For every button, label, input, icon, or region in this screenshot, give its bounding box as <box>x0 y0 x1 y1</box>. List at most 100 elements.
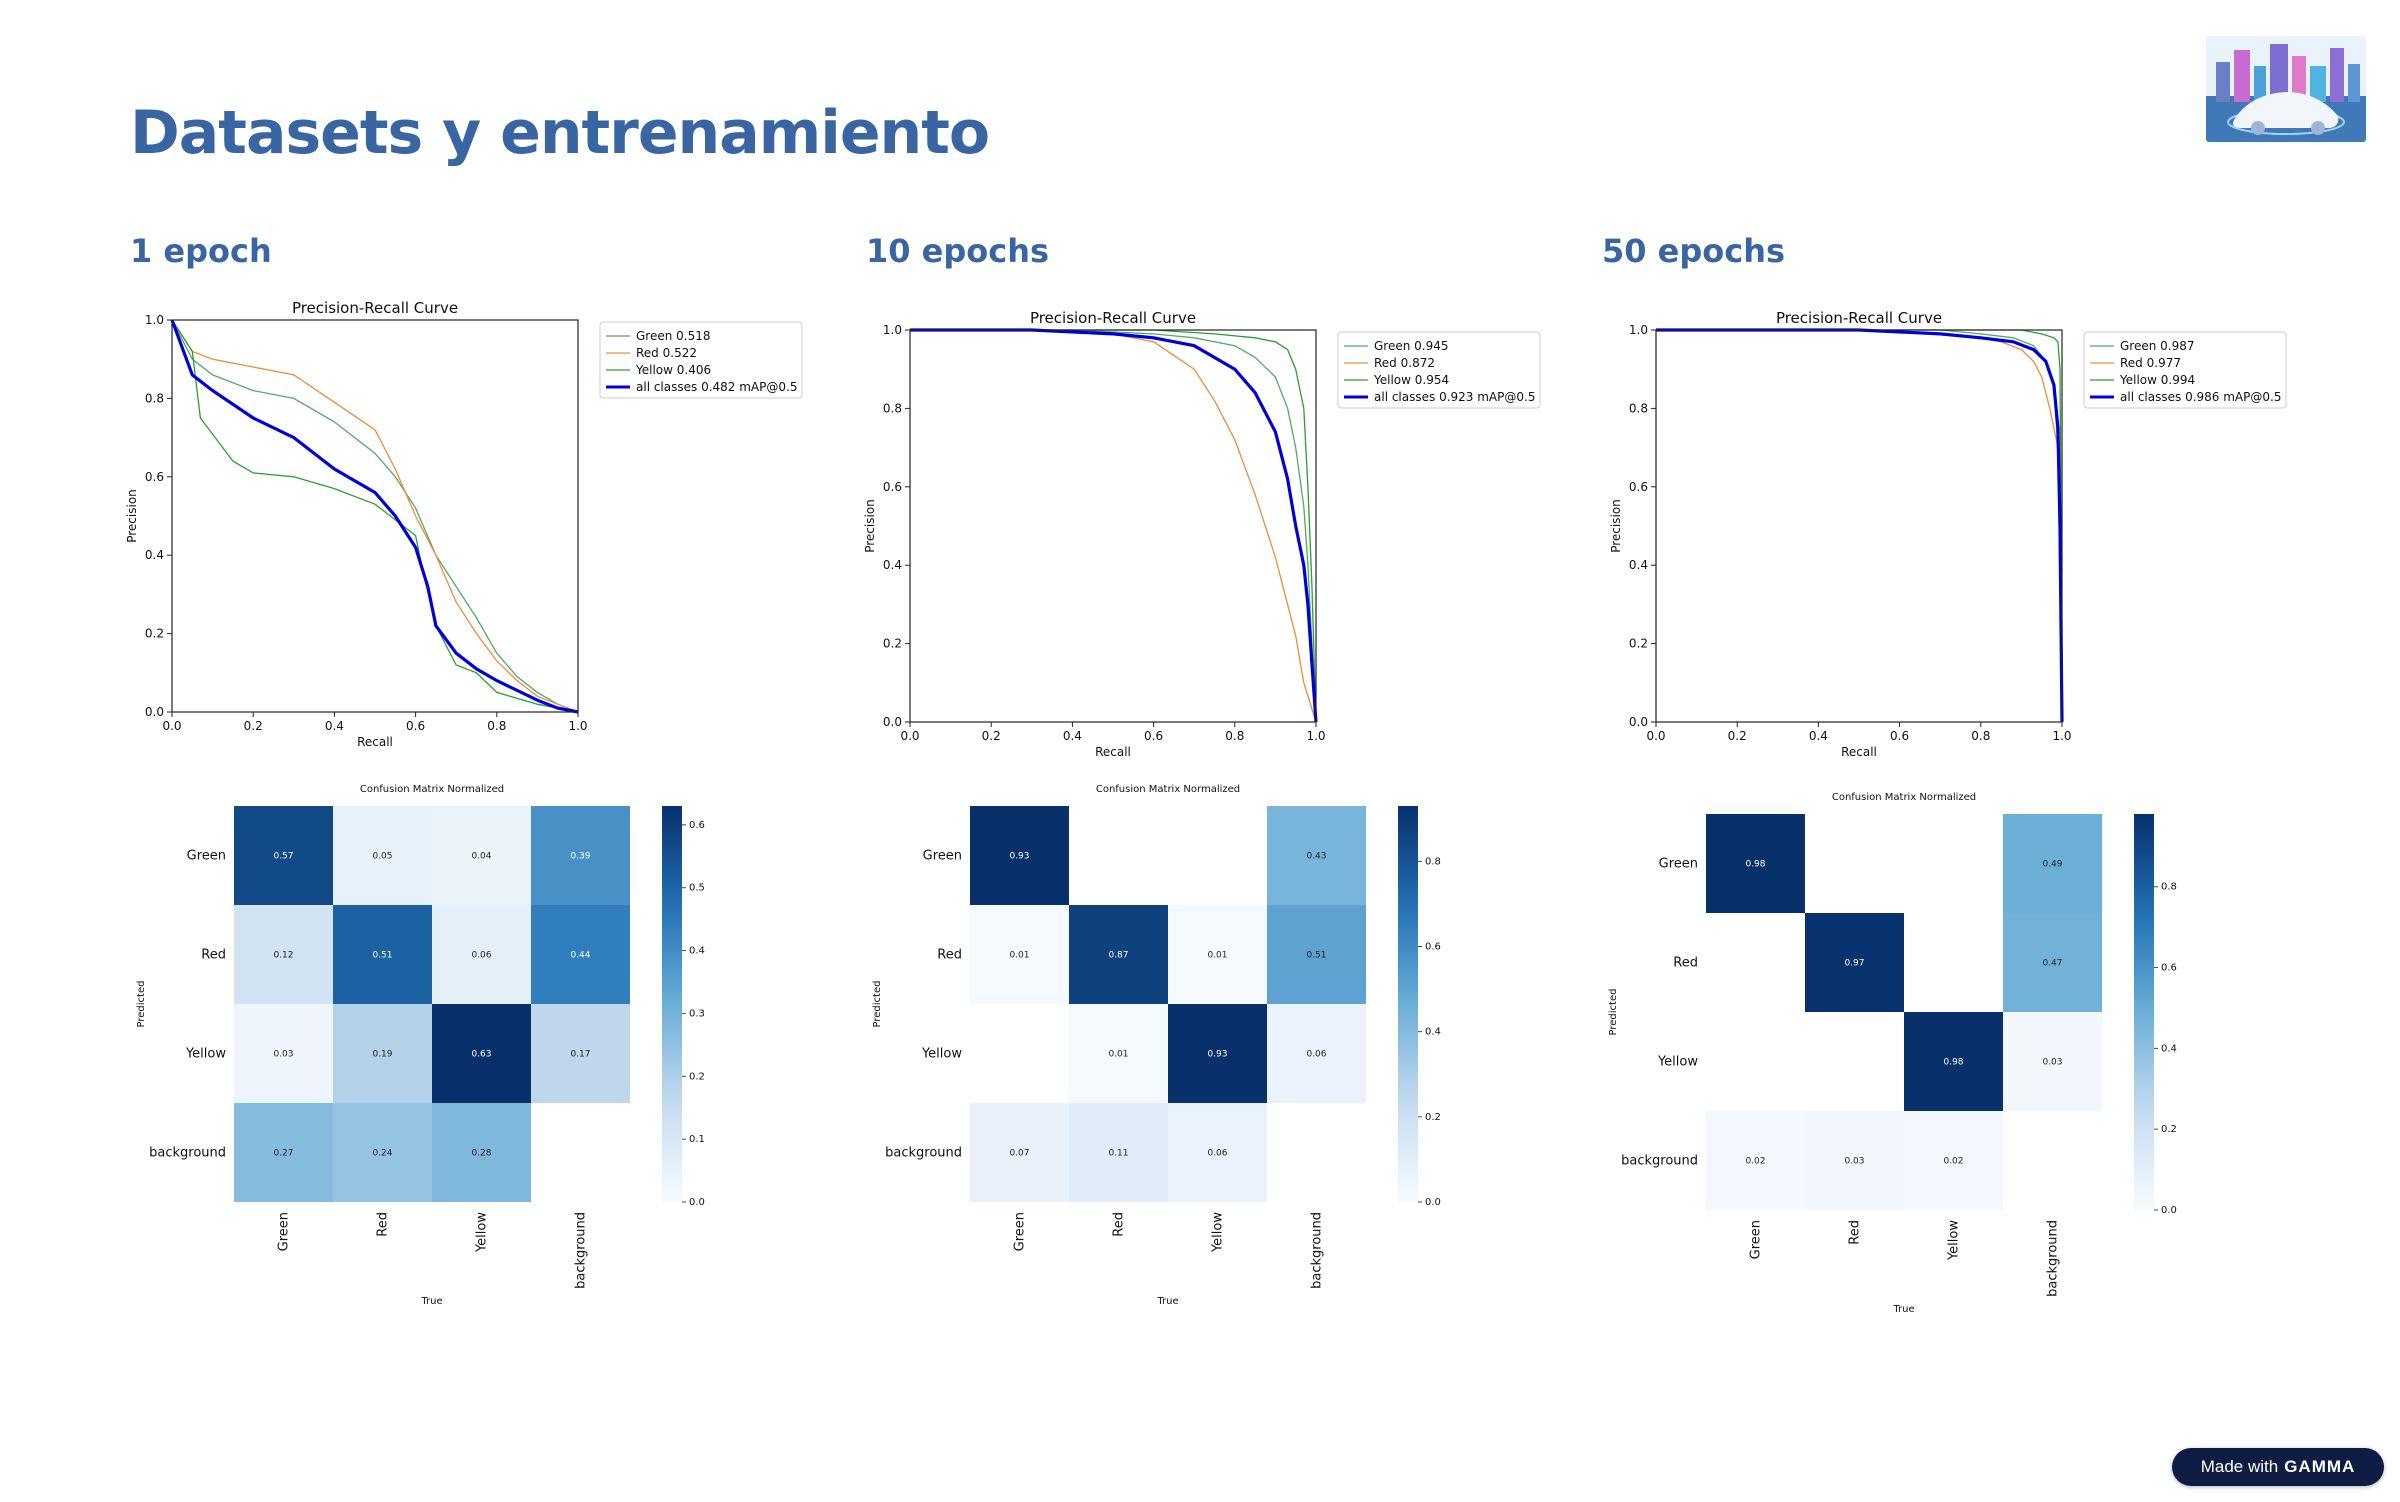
y-tick-label: 0.4 <box>883 558 902 572</box>
y-tick-label: 0.8 <box>883 401 902 415</box>
matrix-cell <box>1267 806 1366 905</box>
matrix-cell-value: 0.63 <box>471 1050 491 1060</box>
matrix-cell <box>234 905 333 1004</box>
matrix-cell <box>2003 1012 2102 1111</box>
col-label: Red <box>1112 1212 1127 1237</box>
matrix-cell-value: 0.27 <box>273 1149 293 1159</box>
colorbar-tick-label: 0.3 <box>689 1008 705 1019</box>
series-line-red <box>910 329 1317 723</box>
y-tick-label: 1.0 <box>1629 323 1648 337</box>
col-label: Yellow <box>475 1212 490 1253</box>
y-axis-label: Predicted <box>136 981 147 1028</box>
colorbar <box>2134 814 2154 1210</box>
matrix-cell <box>234 1103 333 1202</box>
matrix-cell-value: 0.06 <box>1306 1050 1326 1060</box>
y-tick-label: 1.0 <box>145 313 164 327</box>
series-line-red <box>171 319 579 713</box>
badge-prefix: Made with <box>2200 1457 2279 1476</box>
y-tick-label: 0.2 <box>883 637 902 651</box>
colorbar-tick-label: 0.0 <box>1425 1197 1441 1208</box>
row-label: Red <box>1673 956 1698 971</box>
matrix-cell <box>2003 913 2102 1012</box>
y-axis-label: Precision <box>125 489 139 543</box>
confusion-matrix-10-epochs: Confusion Matrix Normalized 0.93 0.43 0.01 0… <box>872 784 1441 1307</box>
row-label: background <box>149 1146 226 1161</box>
matrix-cell <box>1168 905 1267 1004</box>
matrix-cell-value: 0.06 <box>471 951 491 961</box>
x-tick-label: 0.6 <box>406 719 425 733</box>
legend-label-red: Red 0.522 <box>636 346 697 360</box>
x-tick-label: 0.0 <box>162 719 181 733</box>
matrix-cell-value: 0.51 <box>372 951 392 961</box>
matrix-cell <box>1904 1012 2003 1111</box>
legend-label-all: all classes 0.923 mAP@0.5 <box>1374 390 1535 404</box>
colorbar-tick-label: 0.2 <box>2161 1124 2177 1135</box>
x-tick-label: 0.4 <box>1809 729 1828 743</box>
matrix-cell <box>432 905 531 1004</box>
x-axis-label: True <box>420 1296 442 1307</box>
legend-box <box>2083 331 2287 409</box>
matrix-cell <box>1069 1103 1168 1202</box>
legend-label-red: Red 0.872 <box>1374 356 1435 370</box>
plot-frame <box>171 319 579 713</box>
row-label: Yellow <box>1657 1055 1698 1070</box>
matrix-cell-value: 0.44 <box>570 951 590 961</box>
plot-frame <box>909 329 1317 723</box>
matrix-cell-value: 0.02 <box>1745 1157 1765 1167</box>
matrix-cell <box>1706 1111 1805 1210</box>
row-label: background <box>1621 1154 1698 1169</box>
x-tick-label: 1.0 <box>2052 729 2071 743</box>
confusion-matrix-50-epochs: Confusion Matrix Normalized 0.98 0.49 0.97 0… <box>1608 792 2177 1315</box>
matrix-cell-value: 0.98 <box>1745 860 1765 870</box>
colorbar-tick-label: 0.8 <box>2161 882 2177 893</box>
matrix-cell-value: 0.57 <box>273 852 293 862</box>
matrix-cell-value: 0.06 <box>1207 1149 1227 1159</box>
matrix-cell-value: 0.05 <box>372 852 392 862</box>
autonomous-car-city-icon <box>2206 36 2366 142</box>
matrix-cell <box>333 1103 432 1202</box>
matrix-title: Confusion Matrix Normalized <box>1096 784 1240 795</box>
matrix-cell-value: 0.87 <box>1108 951 1128 961</box>
matrix-cell <box>970 905 1069 1004</box>
x-axis-label: Recall <box>1841 745 1877 759</box>
column-heading-10-epochs: 10 epochs <box>866 232 1050 270</box>
x-tick-label: 0.6 <box>1890 729 1909 743</box>
col-label: Green <box>1749 1220 1764 1259</box>
colorbar-tick-label: 0.6 <box>2161 963 2177 974</box>
x-tick-label: 1.0 <box>1306 729 1325 743</box>
matrix-cell <box>333 1004 432 1103</box>
matrix-cell <box>234 1004 333 1103</box>
row-label: Red <box>937 948 962 963</box>
matrix-cell <box>970 1103 1069 1202</box>
legend-label-all: all classes 0.986 mAP@0.5 <box>2120 390 2281 404</box>
matrix-cell-value: 0.97 <box>1844 959 1864 969</box>
matrix-cell-value: 0.11 <box>1108 1149 1128 1159</box>
made-with-gamma-badge[interactable]: Made with GAMMA <box>2172 1448 2384 1486</box>
matrix-cell-value: 0.39 <box>570 852 590 862</box>
matrix-cell <box>1267 905 1366 1004</box>
colorbar-tick-label: 0.1 <box>689 1134 705 1145</box>
matrix-cell <box>1706 814 1805 913</box>
matrix-cell-value: 0.93 <box>1207 1050 1227 1060</box>
y-axis-label: Predicted <box>1608 989 1619 1036</box>
x-tick-label: 0.2 <box>244 719 263 733</box>
series-line-all <box>1656 328 2064 723</box>
matrix-title: Confusion Matrix Normalized <box>360 784 504 795</box>
series-line-yellow <box>171 319 579 713</box>
legend-label-green: Green 0.518 <box>636 329 711 343</box>
colorbar-tick-label: 0.4 <box>1425 1027 1441 1038</box>
y-tick-label: 0.6 <box>883 480 902 494</box>
matrix-cell <box>333 806 432 905</box>
x-axis-label: Recall <box>1095 745 1131 759</box>
col-label: background <box>1310 1212 1325 1289</box>
page-title: Datasets y entrenamiento <box>130 98 990 168</box>
col-label: Red <box>1848 1220 1863 1245</box>
y-tick-label: 0.0 <box>1629 715 1648 729</box>
legend-label-yellow: Yellow 0.406 <box>635 363 711 377</box>
row-label: Yellow <box>185 1047 226 1062</box>
x-tick-label: 1.0 <box>568 719 587 733</box>
matrix-cell-value: 0.43 <box>1306 852 1326 862</box>
chart-title: Precision-Recall Curve <box>1776 309 1942 327</box>
colorbar-tick-label: 0.4 <box>689 946 705 957</box>
y-tick-label: 0.2 <box>145 627 164 641</box>
